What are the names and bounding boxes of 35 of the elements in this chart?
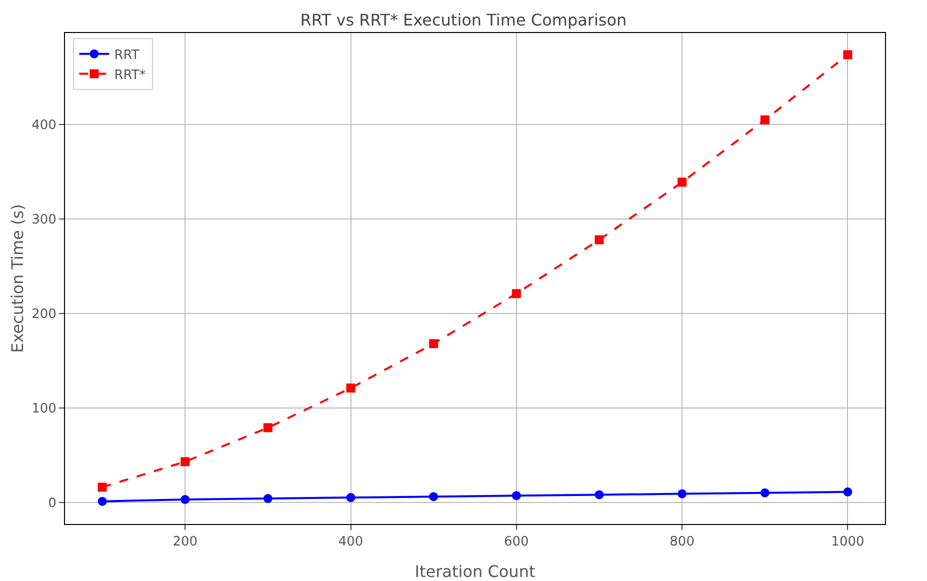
point	[263, 423, 272, 432]
point	[678, 178, 687, 187]
x-tick-label: 600	[504, 534, 529, 550]
x-tick-label: 800	[670, 534, 694, 550]
point	[429, 339, 438, 348]
point	[98, 496, 107, 506]
chart-title: RRT vs RRT* Execution Time Comparison	[300, 10, 627, 30]
x-tick-label: 400	[338, 534, 364, 550]
point	[843, 487, 852, 496]
legend-label: RRT	[114, 48, 140, 63]
point	[843, 50, 852, 60]
y-tick-label: 100	[32, 401, 56, 416]
point	[263, 494, 272, 504]
y-tick-label: 0	[48, 496, 56, 511]
point	[98, 482, 107, 492]
point	[180, 494, 190, 504]
point	[512, 289, 521, 298]
y-tick-label: 400	[32, 118, 56, 134]
point	[760, 115, 770, 124]
point	[346, 493, 356, 502]
point	[594, 235, 604, 244]
y-tick-label: 200	[32, 306, 56, 322]
x-axis-title: Iteration Count	[414, 562, 536, 581]
x-tick-label: 1000	[831, 534, 864, 550]
y-tick-label: 300	[32, 212, 56, 228]
point	[594, 490, 604, 500]
point	[180, 457, 190, 466]
point	[678, 489, 687, 498]
point	[429, 492, 438, 502]
point	[512, 491, 521, 500]
x-tick-label: 200	[172, 534, 198, 550]
point	[760, 488, 770, 498]
point	[346, 384, 356, 393]
legend-label: RRT*	[114, 68, 146, 83]
y-axis-title: Execution Time (s)	[8, 204, 27, 353]
